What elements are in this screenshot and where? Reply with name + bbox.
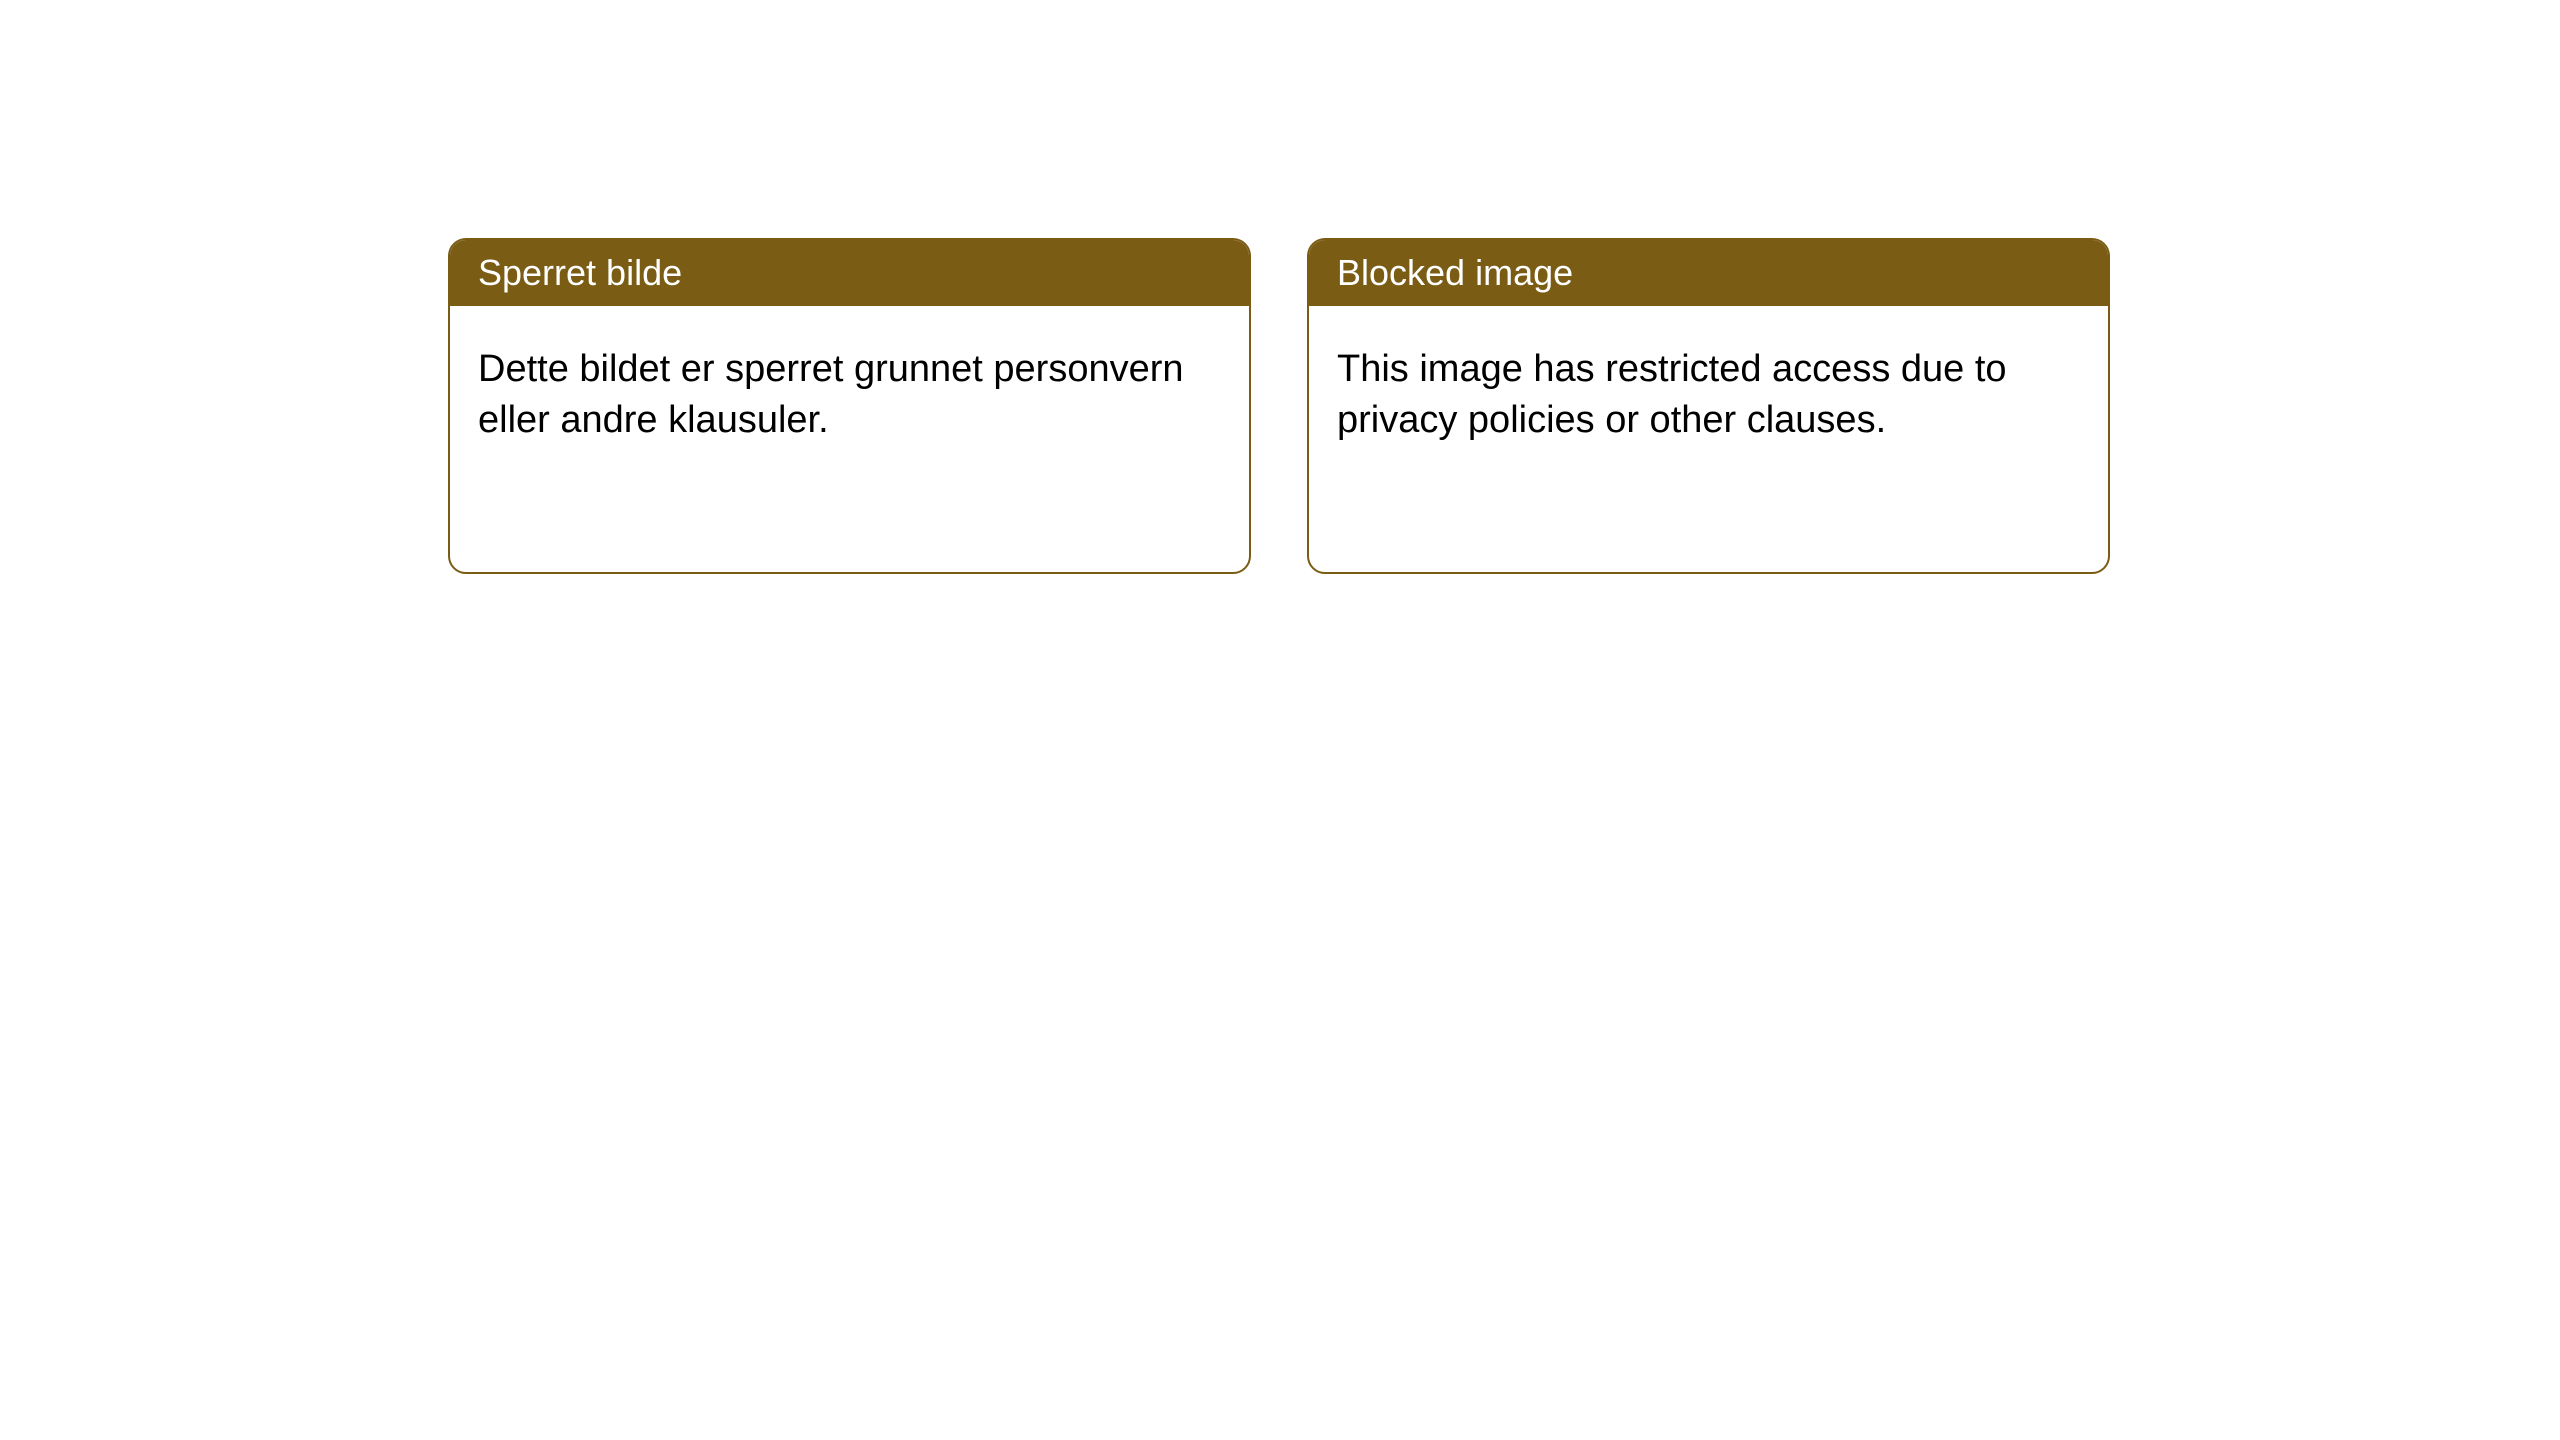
notice-header: Sperret bilde [450, 240, 1249, 306]
notice-title: Sperret bilde [478, 252, 682, 293]
notice-body: This image has restricted access due to … [1309, 306, 2108, 475]
notice-message: This image has restricted access due to … [1337, 348, 2007, 441]
notice-body: Dette bildet er sperret grunnet personve… [450, 306, 1249, 475]
notice-card-english: Blocked image This image has restricted … [1307, 238, 2110, 574]
notice-title: Blocked image [1337, 252, 1573, 293]
notice-card-norwegian: Sperret bilde Dette bildet er sperret gr… [448, 238, 1251, 574]
notice-message: Dette bildet er sperret grunnet personve… [478, 348, 1184, 441]
notice-header: Blocked image [1309, 240, 2108, 306]
notice-container: Sperret bilde Dette bildet er sperret gr… [448, 238, 2110, 574]
